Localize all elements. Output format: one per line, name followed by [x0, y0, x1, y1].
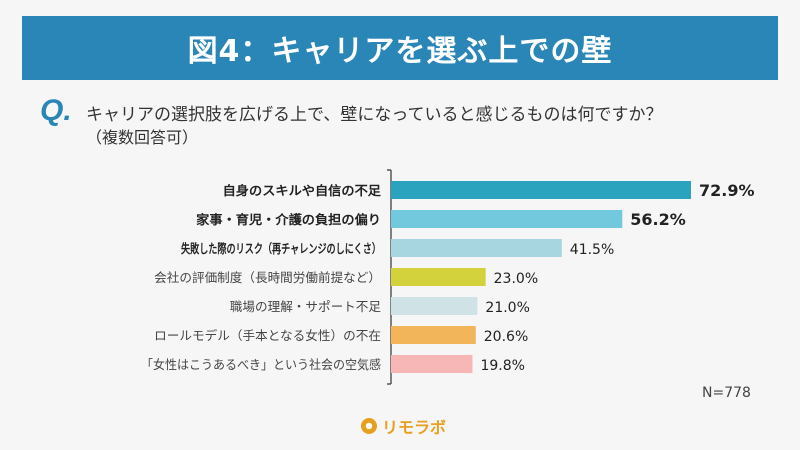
value-label: 23.0%: [494, 271, 538, 287]
value-label: 21.0%: [485, 300, 529, 316]
bar: [391, 210, 623, 228]
sample-size-note: N=778: [702, 385, 751, 401]
category-label: 会社の評価制度（長時間労働前提など）: [154, 270, 381, 285]
bar: [391, 181, 691, 199]
question-mark: Q.: [40, 94, 72, 127]
bar: [391, 268, 486, 286]
category-label: ロールモデル（手本となる女性）の不在: [154, 328, 381, 343]
question-text: キャリアの選択肢を広げる上で、壁になっていると感じるものは何ですか？: [86, 105, 663, 125]
bar: [391, 355, 473, 373]
chart-title: 図4：キャリアを選ぶ上での壁: [187, 34, 613, 69]
logo-icon: [361, 418, 377, 434]
bar: [391, 239, 562, 257]
title-banner: 図4：キャリアを選ぶ上での壁: [22, 16, 778, 80]
value-label: 41.5%: [570, 242, 614, 258]
value-label: 19.8%: [480, 358, 524, 374]
category-label: 失敗した際のリスク（再チャレンジのしにくさ）: [181, 241, 381, 256]
category-label: 「女性はこうあるべき」という社会の空気感: [141, 357, 381, 372]
value-label: 20.6%: [484, 329, 528, 345]
value-label: 72.9%: [699, 181, 755, 200]
question-subtext: （複数回答可）: [86, 128, 199, 147]
category-label: 職場の理解・サポート不足: [230, 299, 382, 314]
bar: [391, 297, 478, 315]
brand-logo: リモラボ: [360, 414, 446, 438]
category-label: 自身のスキルや自信の不足: [223, 183, 382, 198]
category-label: 家事・育児・介護の負担の偏り: [196, 212, 381, 227]
bar: [391, 326, 476, 344]
value-label: 56.2%: [630, 210, 686, 229]
logo-text: リモラボ: [382, 418, 447, 437]
